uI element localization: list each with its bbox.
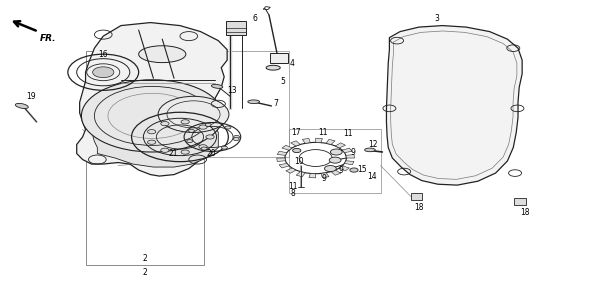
Polygon shape <box>77 23 227 176</box>
Text: FR.: FR. <box>40 34 57 43</box>
Circle shape <box>160 148 169 152</box>
Polygon shape <box>309 173 316 178</box>
Polygon shape <box>291 141 300 146</box>
Polygon shape <box>282 145 292 150</box>
Circle shape <box>188 129 194 132</box>
Polygon shape <box>279 163 289 168</box>
Bar <box>514 198 526 205</box>
Text: 20: 20 <box>206 149 216 158</box>
Ellipse shape <box>365 148 375 152</box>
Circle shape <box>222 146 227 149</box>
Text: 9: 9 <box>351 148 356 157</box>
Polygon shape <box>335 143 346 148</box>
Text: 2: 2 <box>143 254 148 263</box>
Bar <box>204 51 289 157</box>
Text: 6: 6 <box>253 14 257 23</box>
Text: 18: 18 <box>414 203 424 212</box>
Circle shape <box>81 80 223 152</box>
Text: 4: 4 <box>290 59 294 68</box>
Polygon shape <box>91 113 218 167</box>
Circle shape <box>148 130 156 134</box>
Polygon shape <box>345 161 354 165</box>
Circle shape <box>161 122 169 126</box>
Circle shape <box>158 96 229 132</box>
Text: 21: 21 <box>168 149 178 158</box>
Text: 16: 16 <box>99 50 108 59</box>
Ellipse shape <box>139 46 186 63</box>
Text: 12: 12 <box>368 140 378 149</box>
Circle shape <box>201 147 207 150</box>
Polygon shape <box>286 168 296 173</box>
Text: 5: 5 <box>281 77 286 86</box>
Bar <box>86 51 204 265</box>
Text: 11: 11 <box>343 129 353 138</box>
Text: 3: 3 <box>434 14 439 23</box>
Circle shape <box>233 138 239 141</box>
Text: 14: 14 <box>367 172 376 181</box>
Polygon shape <box>316 138 322 143</box>
Circle shape <box>293 148 301 153</box>
Text: 11: 11 <box>289 182 298 191</box>
Circle shape <box>350 168 358 172</box>
Circle shape <box>199 125 207 129</box>
Bar <box>270 53 288 63</box>
Ellipse shape <box>211 84 223 88</box>
Circle shape <box>181 120 189 124</box>
Ellipse shape <box>248 100 260 104</box>
Text: 2: 2 <box>143 268 148 277</box>
Circle shape <box>234 135 240 138</box>
Polygon shape <box>277 158 286 161</box>
Polygon shape <box>331 170 340 175</box>
Text: 17: 17 <box>291 128 301 137</box>
Circle shape <box>324 166 336 172</box>
Circle shape <box>205 123 211 126</box>
Polygon shape <box>346 155 355 158</box>
Ellipse shape <box>15 103 28 109</box>
Circle shape <box>225 126 231 129</box>
Polygon shape <box>321 173 329 178</box>
Circle shape <box>93 67 114 78</box>
Text: 9: 9 <box>322 174 326 183</box>
Text: 7: 7 <box>274 99 278 108</box>
Polygon shape <box>296 172 305 177</box>
Text: 15: 15 <box>358 165 367 174</box>
Polygon shape <box>277 151 287 155</box>
Circle shape <box>186 140 192 143</box>
Text: 10: 10 <box>294 157 303 166</box>
Ellipse shape <box>266 65 280 70</box>
Circle shape <box>199 145 207 149</box>
Circle shape <box>329 157 341 163</box>
Text: 13: 13 <box>227 86 237 95</box>
Text: 19: 19 <box>27 92 36 101</box>
Polygon shape <box>342 148 352 153</box>
Bar <box>411 193 422 200</box>
Polygon shape <box>326 139 335 144</box>
Polygon shape <box>339 166 349 171</box>
Text: 11: 11 <box>319 128 328 137</box>
Circle shape <box>206 135 214 139</box>
Bar <box>289 129 381 193</box>
Bar <box>226 21 246 35</box>
Circle shape <box>148 140 156 144</box>
Text: 18: 18 <box>520 208 530 217</box>
Polygon shape <box>386 26 522 185</box>
Circle shape <box>181 150 189 154</box>
Polygon shape <box>302 138 310 143</box>
Circle shape <box>330 149 342 155</box>
Text: 9: 9 <box>339 166 343 175</box>
Text: 8: 8 <box>291 189 296 198</box>
